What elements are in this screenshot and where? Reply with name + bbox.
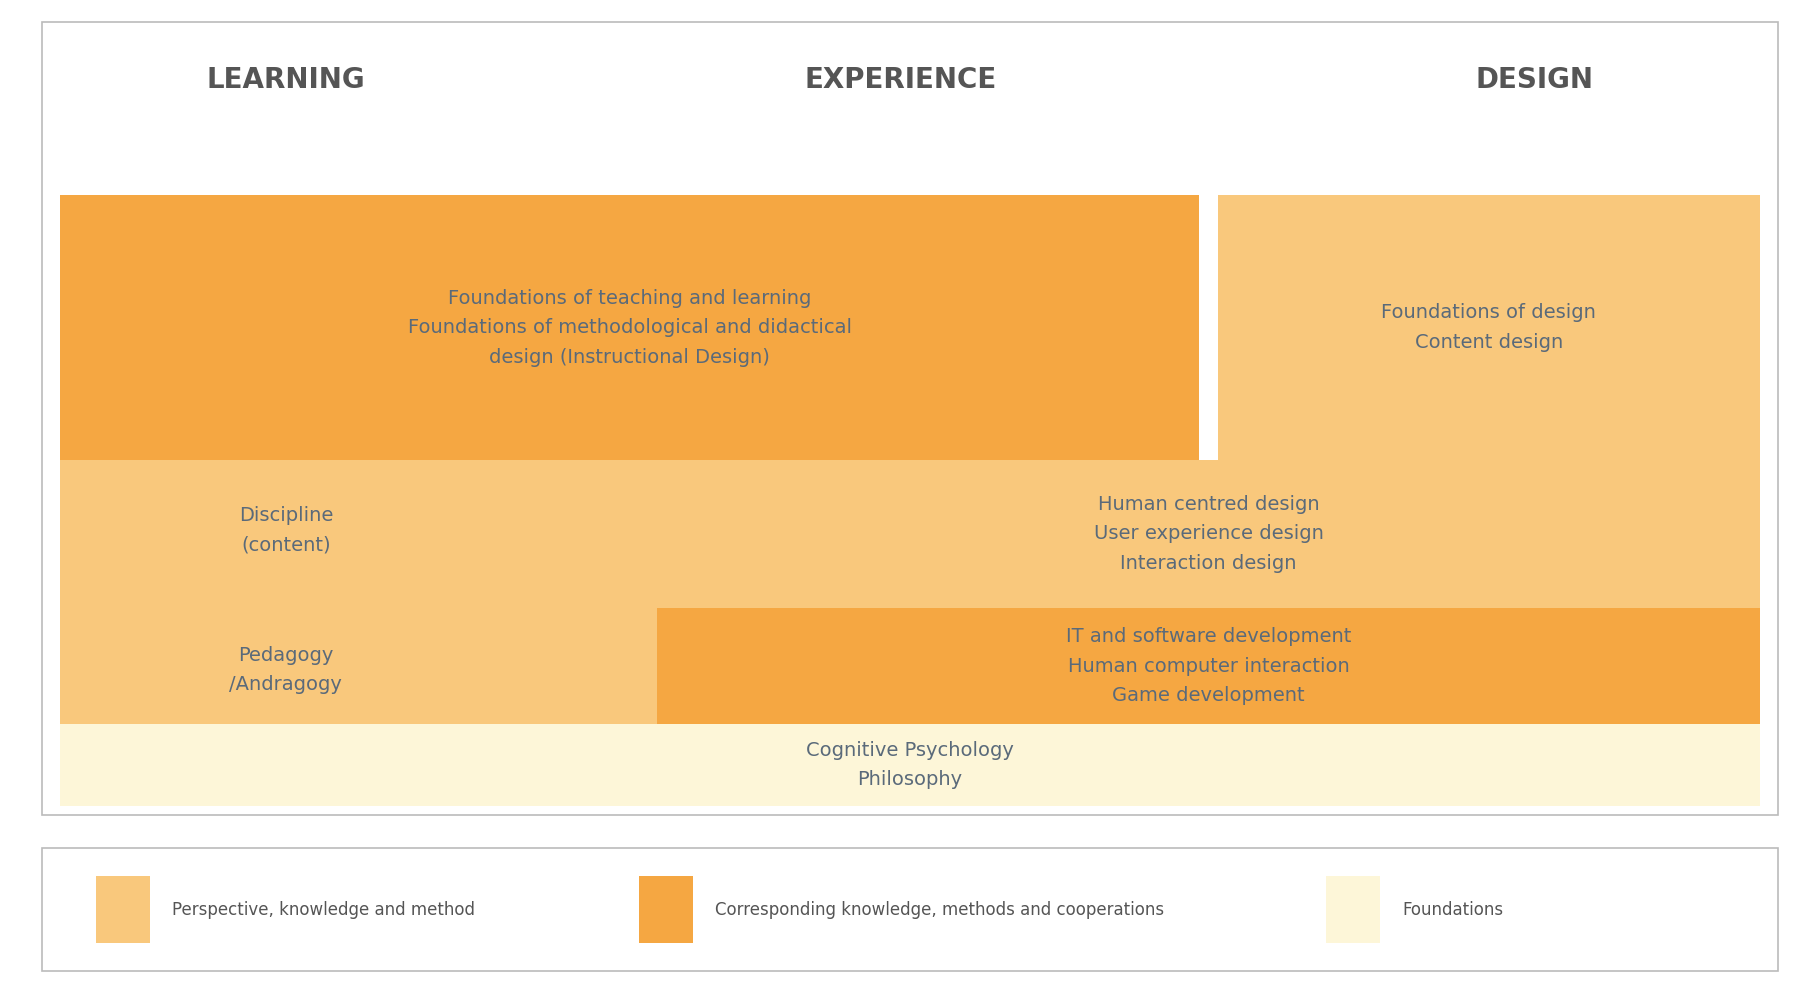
FancyBboxPatch shape [1218,196,1760,459]
Text: Corresponding knowledge, methods and cooperations: Corresponding knowledge, methods and coo… [715,901,1163,919]
Text: Foundations: Foundations [1401,901,1503,919]
Text: LEARNING: LEARNING [207,66,366,94]
FancyBboxPatch shape [60,196,1199,459]
Text: Perspective, knowledge and method: Perspective, knowledge and method [171,901,475,919]
FancyBboxPatch shape [96,876,151,944]
Text: DESIGN: DESIGN [1474,66,1592,94]
FancyBboxPatch shape [60,724,1760,806]
Text: EXPERIENCE: EXPERIENCE [804,66,997,94]
Text: IT and software development
Human computer interaction
Game development: IT and software development Human comput… [1067,627,1350,705]
Text: Pedagogy
/Andragogy: Pedagogy /Andragogy [229,646,342,695]
FancyBboxPatch shape [1327,876,1380,944]
Text: Foundations of teaching and learning
Foundations of methodological and didactica: Foundations of teaching and learning Fou… [408,288,852,367]
FancyBboxPatch shape [60,196,657,724]
FancyBboxPatch shape [657,609,1760,724]
Text: Human centred design
User experience design
Interaction design: Human centred design User experience des… [1094,495,1323,573]
Text: Foundations of design
Content design: Foundations of design Content design [1381,303,1596,352]
FancyBboxPatch shape [639,876,693,944]
FancyBboxPatch shape [657,459,1760,609]
Text: Cognitive Psychology
Philosophy: Cognitive Psychology Philosophy [806,741,1014,789]
Text: Discipline
(content): Discipline (content) [238,506,333,554]
